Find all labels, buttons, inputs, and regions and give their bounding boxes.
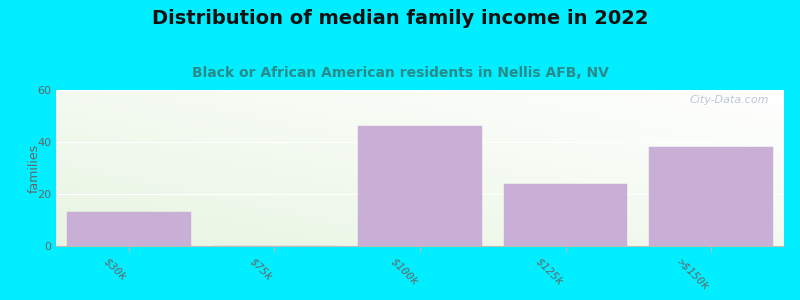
Bar (504, 184, 627, 246)
Text: Black or African American residents in Nellis AFB, NV: Black or African American residents in N… (191, 66, 609, 80)
Bar (358, 126, 482, 246)
Bar (67, 212, 190, 246)
Bar (650, 147, 773, 246)
Text: City-Data.com: City-Data.com (690, 95, 770, 105)
Text: Distribution of median family income in 2022: Distribution of median family income in … (152, 9, 648, 28)
Y-axis label: families: families (28, 143, 41, 193)
